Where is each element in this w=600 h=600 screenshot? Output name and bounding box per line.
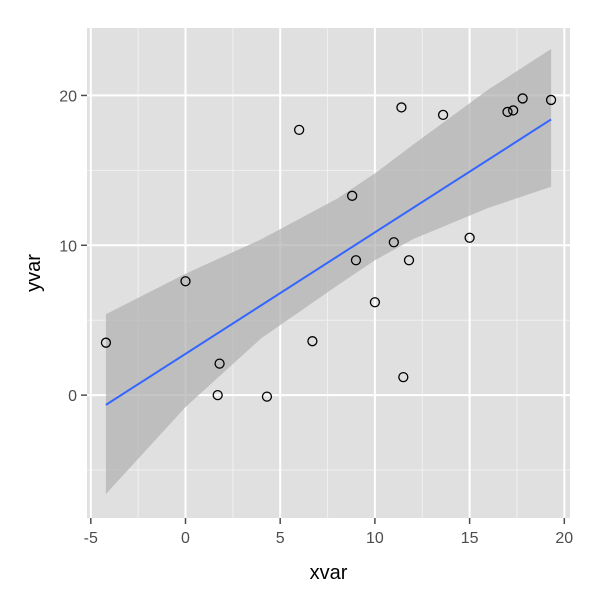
x-tick-label: 10 bbox=[366, 530, 384, 547]
data-point bbox=[180, 276, 191, 287]
data-point bbox=[396, 102, 407, 113]
data-points bbox=[100, 93, 557, 402]
data-point bbox=[464, 232, 475, 243]
data-point bbox=[398, 371, 409, 383]
data-point bbox=[369, 297, 381, 308]
data-point bbox=[517, 93, 528, 104]
confidence-band bbox=[105, 49, 552, 494]
data-point bbox=[214, 358, 225, 369]
regression-line bbox=[105, 118, 552, 406]
x-tick-label: 20 bbox=[555, 530, 573, 547]
data-point bbox=[545, 94, 557, 106]
data-point bbox=[502, 106, 513, 118]
data-point bbox=[437, 109, 449, 121]
data-point bbox=[347, 190, 358, 201]
y-tick-label: 0 bbox=[68, 388, 77, 405]
x-axis-title: xvar bbox=[310, 562, 348, 584]
y-axis: 0 10 20 bbox=[59, 88, 87, 405]
data-point bbox=[261, 391, 273, 402]
x-tick-label: 0 bbox=[181, 530, 190, 547]
x-tick-label: 15 bbox=[461, 530, 479, 547]
y-tick-label: 20 bbox=[59, 88, 77, 105]
data-point bbox=[212, 389, 223, 401]
x-axis: -5 0 5 10 15 20 bbox=[84, 518, 573, 547]
data-point bbox=[403, 255, 415, 266]
data-point bbox=[293, 124, 305, 136]
y-axis-title: yvar bbox=[23, 254, 45, 292]
x-tick-label: 5 bbox=[276, 530, 285, 547]
data-point bbox=[388, 237, 399, 248]
x-tick-label: -5 bbox=[84, 530, 98, 547]
y-tick-label: 10 bbox=[59, 238, 77, 255]
data-point bbox=[307, 336, 318, 347]
data-point bbox=[508, 105, 519, 116]
data-point bbox=[350, 255, 362, 266]
data-point bbox=[100, 337, 112, 348]
